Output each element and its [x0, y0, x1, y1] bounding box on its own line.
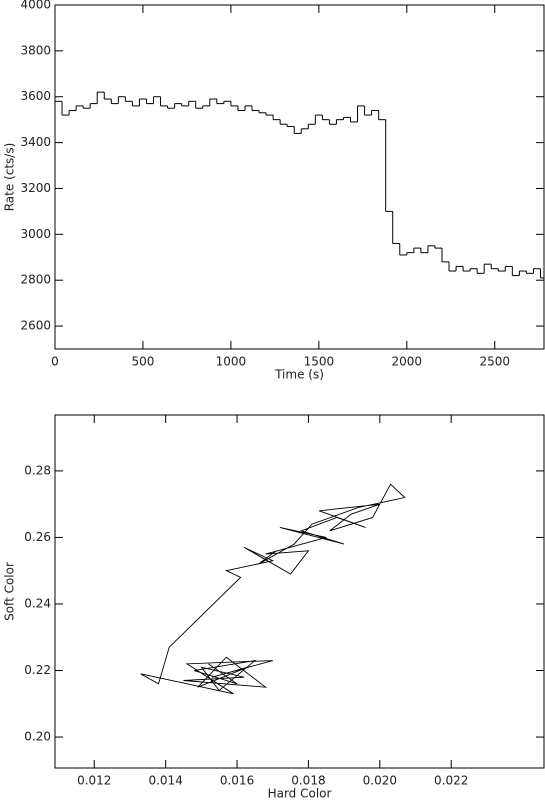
x-axis-title: Hard Color: [268, 787, 332, 800]
plot-frame: [54, 4, 545, 350]
y-tick-label: 3800: [20, 43, 51, 57]
y-axis-title: Rate (cts/s): [3, 143, 17, 212]
x-tick-label: 0.016: [220, 774, 254, 788]
y-tick-label: 2800: [20, 273, 51, 287]
y-tick-label: 2600: [20, 319, 51, 333]
y-axis-title: Soft Color: [3, 562, 17, 621]
data-line: [140, 483, 406, 695]
y-tick-label: 4000: [20, 0, 51, 12]
x-tick-label: 500: [131, 355, 154, 369]
x-tick-label: 0: [51, 355, 59, 369]
plot-frame: [54, 414, 545, 769]
x-tick-label: 2000: [392, 355, 423, 369]
x-tick-label: 0.022: [434, 774, 468, 788]
y-tick-label: 0.22: [24, 663, 51, 677]
y-tick-label: 3600: [20, 89, 51, 103]
y-tick-label: 0.20: [24, 730, 51, 744]
y-tick-label: 3000: [20, 227, 51, 241]
y-tick-label: 0.26: [24, 530, 51, 544]
x-tick-label: 0.020: [363, 774, 397, 788]
y-tick-label: 0.24: [24, 596, 51, 610]
x-tick-label: 0.014: [148, 774, 182, 788]
y-tick-label: 0.28: [24, 463, 51, 477]
y-tick-label: 3400: [20, 135, 51, 149]
x-tick-label: 1000: [216, 355, 247, 369]
x-tick-label: 1500: [304, 355, 335, 369]
x-tick-label: 0.012: [77, 774, 111, 788]
y-tick-label: 3200: [20, 181, 51, 195]
x-tick-label: 2500: [479, 355, 510, 369]
x-tick-label: 0.018: [291, 774, 325, 788]
x-axis-title: Time (s): [274, 368, 324, 382]
